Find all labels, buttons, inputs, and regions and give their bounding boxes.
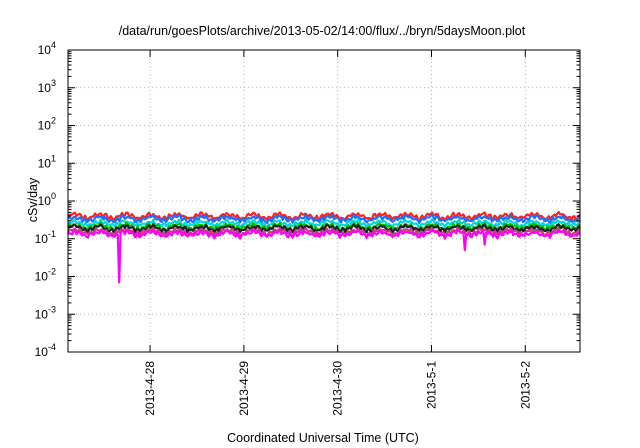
x-axis: 2013-4-28 2013-4-29 2013-4-30 2013-5-1 2013-… (143, 50, 532, 416)
x-tick-label: 2013-4-28 (143, 361, 157, 416)
grid-lines (68, 50, 580, 352)
x-tick-label: 2013-4-29 (237, 361, 251, 416)
y-tick-label: 10-2 (35, 267, 56, 284)
series-line (67, 218, 581, 229)
series-line (67, 213, 581, 225)
x-tick-label: 2013-5-2 (518, 361, 532, 409)
x-tick-label: 2013-4-30 (331, 361, 345, 416)
y-tick-label: 103 (38, 78, 56, 95)
series-line (66, 226, 581, 238)
y-tick-label: 102 (38, 116, 56, 133)
chart-title: /data/run/goesPlots/archive/2013-05-02/1… (119, 24, 526, 38)
y-tick-label: 100 (38, 191, 56, 208)
y-tick-label: 10-3 (35, 304, 56, 321)
x-tick-label: 2013-5-1 (424, 361, 438, 409)
y-tick-label: 101 (38, 153, 56, 170)
series-line (67, 223, 581, 234)
y-axis: 104 103 102 101 100 10-1 10-2 10-3 10-4 (35, 40, 580, 359)
y-axis-label: cSv/day (26, 177, 40, 222)
y-tick-label: 104 (38, 40, 56, 57)
y-tick-label: 10-1 (35, 229, 56, 246)
series-group (66, 210, 581, 284)
y-tick-label: 10-4 (35, 342, 56, 359)
x-axis-label: Coordinated Universal Time (UTC) (227, 431, 419, 445)
series-line (67, 228, 581, 284)
